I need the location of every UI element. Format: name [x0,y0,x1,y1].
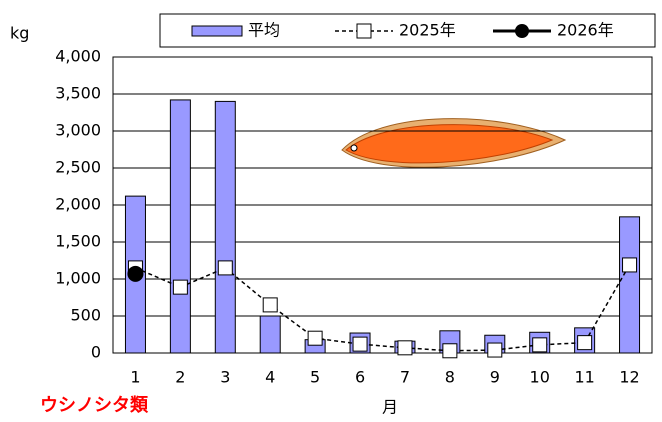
marker [622,257,638,273]
y-tick-label: 3,500 [55,84,101,103]
x-axis-label: 月 [382,398,398,417]
legend-label: 平均 [248,21,280,40]
marker [442,343,458,359]
line [135,264,631,352]
x-tick-label: 5 [310,368,320,387]
marker [577,335,593,351]
marker [307,330,323,346]
marker [217,260,233,276]
y-tick-label: 2,000 [55,195,101,214]
x-tick-label: 7 [400,368,410,387]
legend-marker [515,24,529,38]
marker [172,279,188,295]
marker [487,342,503,358]
y-tick-label: 1,000 [55,269,101,288]
marker [532,337,548,353]
bar [214,100,236,354]
y-tick-label: 0 [91,343,101,362]
bar [619,216,641,354]
y-axis-label: kg [10,24,29,43]
marker [262,297,278,313]
marker [352,336,368,352]
x-tick-label: 2 [175,368,185,387]
legend-label: 2025年 [399,21,456,40]
x-tick-label: 3 [220,368,230,387]
x-tick-label: 8 [445,368,455,387]
x-tick-label: 10 [530,368,550,387]
annotation: ウシノシタ類 [40,395,149,416]
marker [397,340,413,356]
x-tick-label: 11 [574,368,594,387]
legend-label: 2026年 [557,21,614,40]
x-tick-label: 1 [130,368,140,387]
bar [169,99,191,354]
x-tick-label: 6 [355,368,365,387]
x-tick-label: 12 [619,368,639,387]
y-tick-label: 1,500 [55,232,101,251]
legend-swatch [191,25,243,37]
y-tick-label: 2,500 [55,158,101,177]
bar [259,315,281,354]
y-tick-label: 500 [70,306,101,325]
x-tick-label: 4 [265,368,275,387]
fish-illustration [341,118,567,168]
y-tick-label: 3,000 [55,121,101,140]
x-tick-label: 9 [490,368,500,387]
y-tick-label: 4,000 [55,47,101,66]
marker [127,265,144,282]
legend-marker [356,23,372,39]
